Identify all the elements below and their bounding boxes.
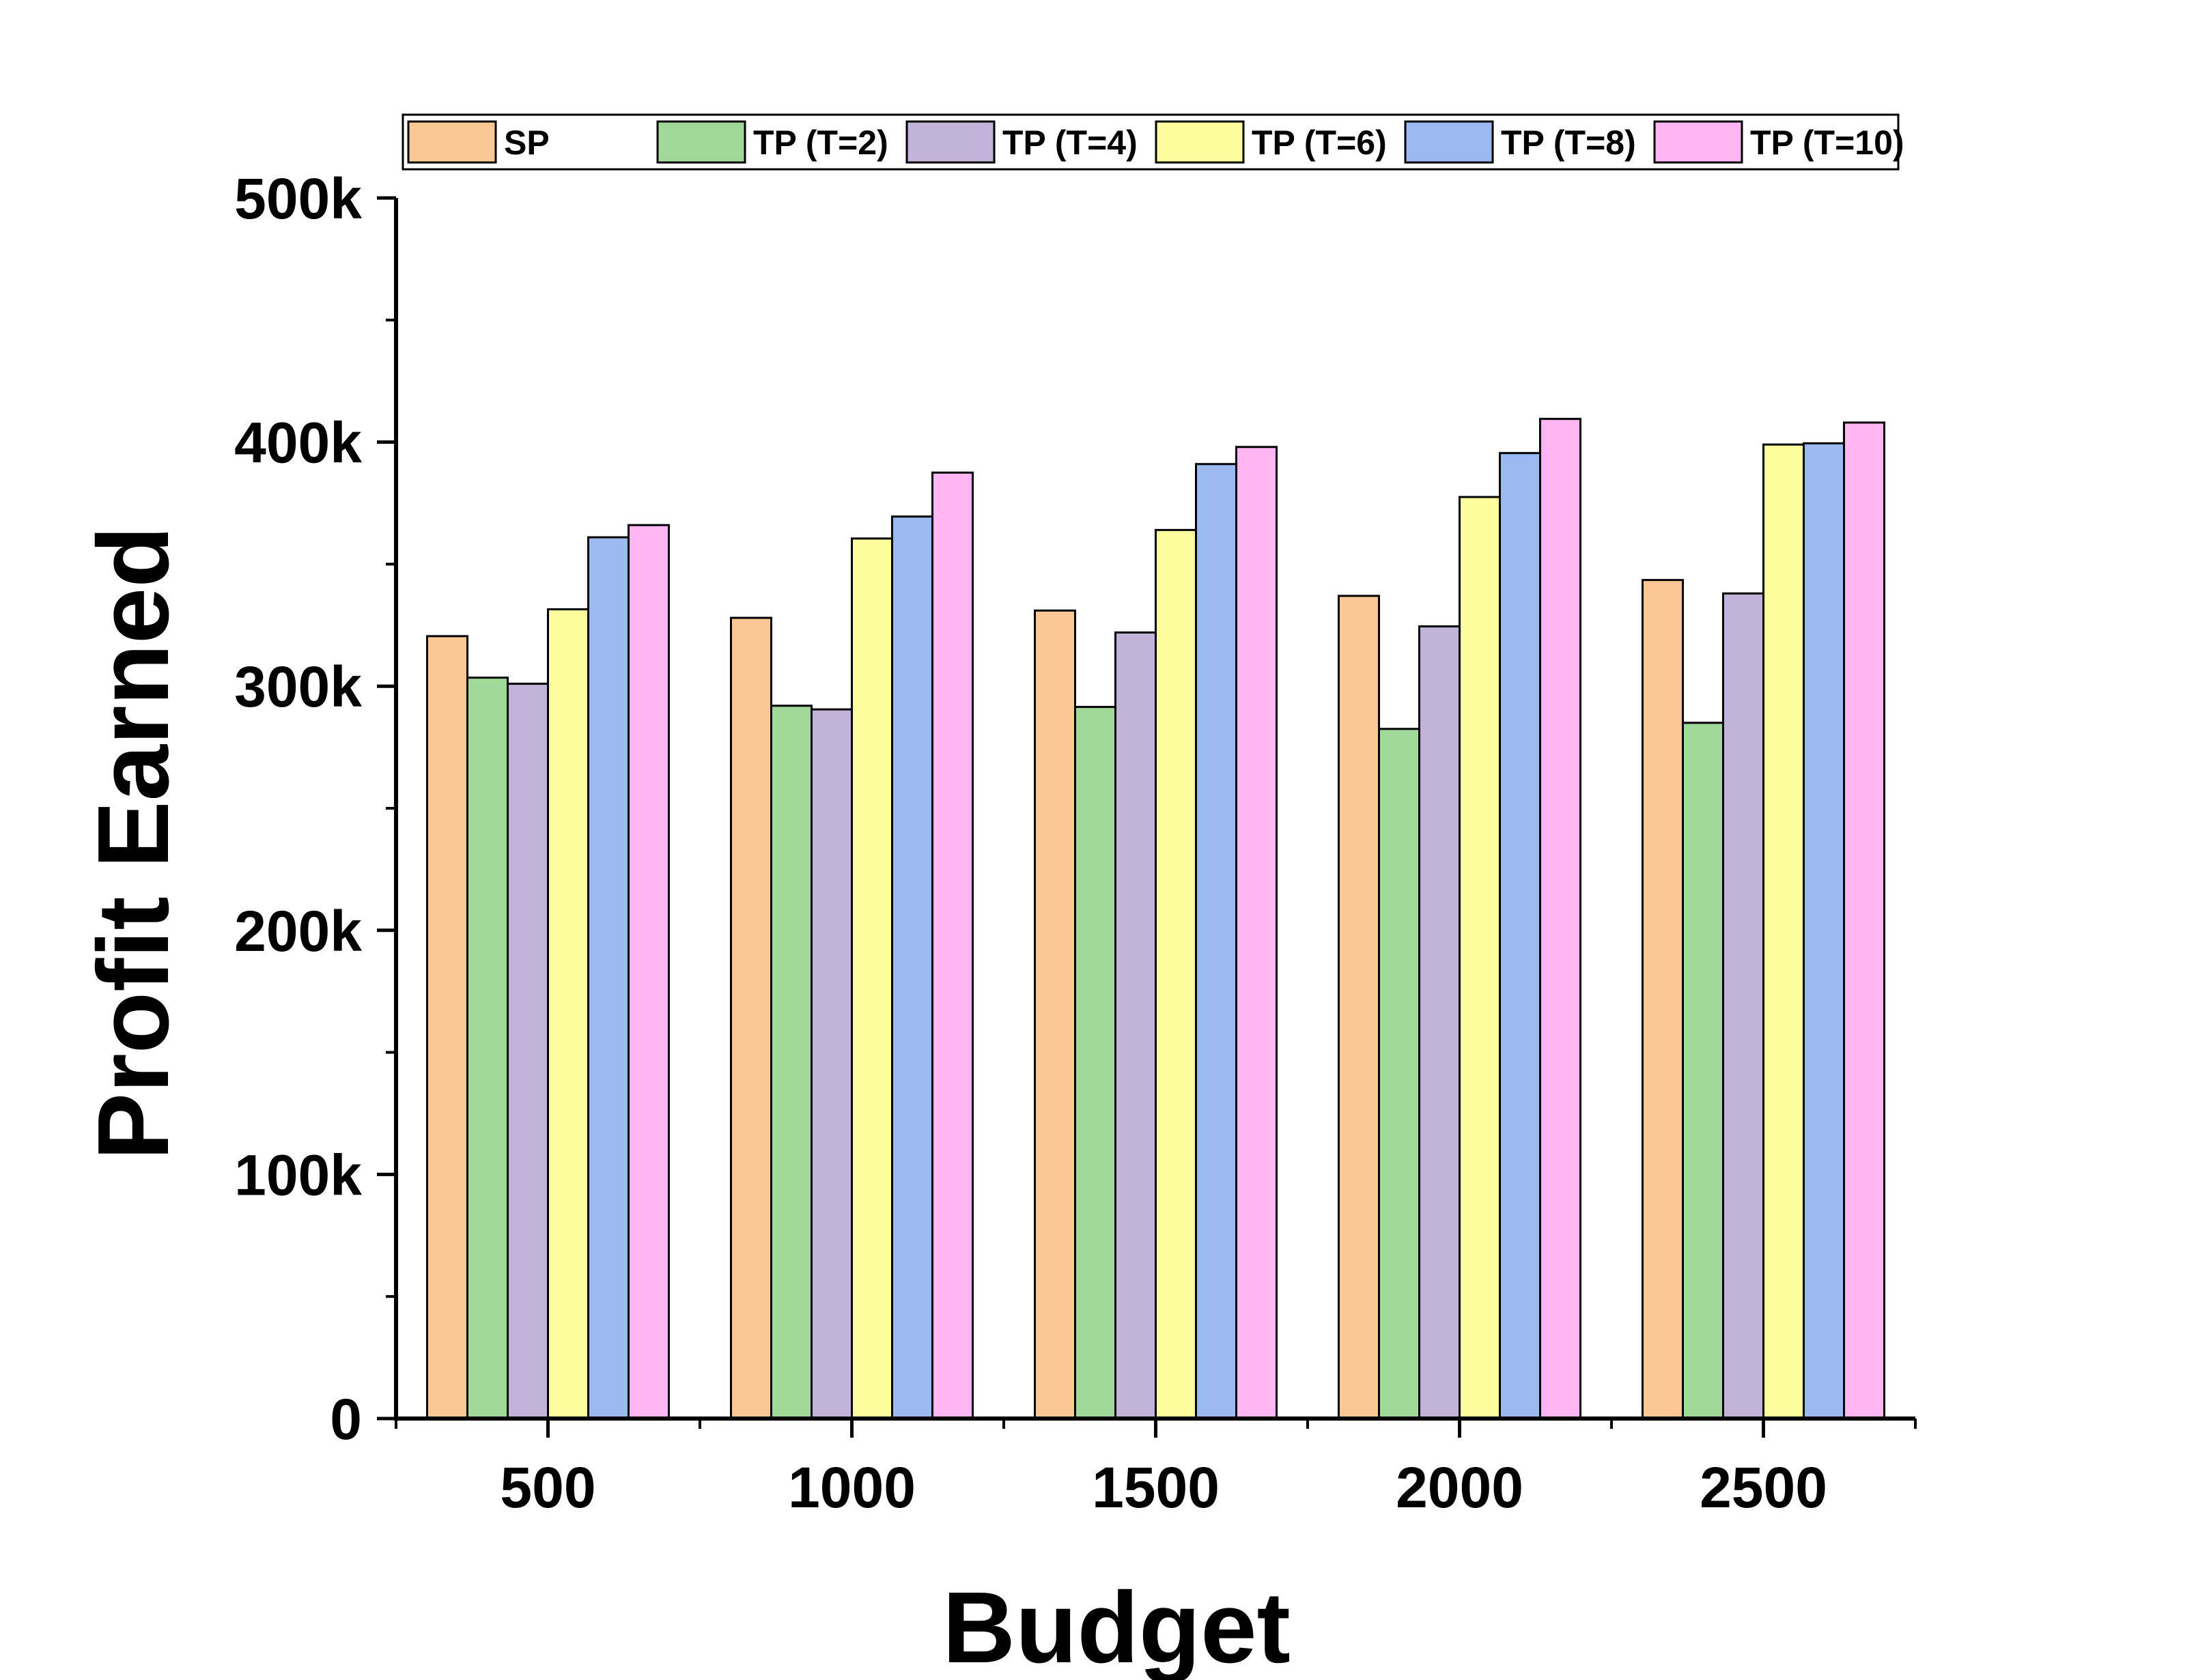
bar-tp-t-2-1000 [770, 704, 813, 1420]
legend: SP TP (T=2) TP (T=4) TP (T=6) TP (T=8) TP (T=… [402, 113, 1904, 171]
bar-tp-t-2-500 [466, 677, 509, 1420]
bars [426, 418, 1885, 1420]
y-tick-label: 400k [234, 411, 362, 475]
bar-tp-t-10-500 [628, 524, 670, 1420]
bar-tp-t-2-2000 [1378, 728, 1420, 1420]
legend-swatch [905, 120, 996, 164]
legend-swatch [407, 120, 497, 164]
bar-tp-t-6-1500 [1155, 528, 1197, 1420]
bar-tp-t-8-500 [587, 536, 630, 1420]
legend-swatch [1404, 120, 1494, 164]
legend-label: TP (T=6) [1252, 124, 1387, 162]
legend-label: TP (T=2) [753, 124, 888, 162]
bar-tp-t-10-1000 [931, 471, 974, 1420]
y-tick-label: 200k [234, 899, 362, 963]
bar-tp-t-4-500 [507, 683, 549, 1420]
bar-tp-t-4-2500 [1722, 592, 1764, 1420]
x-tick-label: 500 [500, 1455, 595, 1520]
bar-tp-t-2-1500 [1074, 706, 1116, 1420]
bar-tp-t-6-500 [547, 608, 589, 1420]
bar-sp-2000 [1338, 595, 1380, 1420]
bar-tp-t-6-2500 [1762, 443, 1805, 1420]
y-tick-label: 100k [234, 1143, 362, 1207]
bar-sp-1500 [1034, 609, 1076, 1420]
x-tick-label: 2000 [1396, 1455, 1523, 1520]
bar-tp-t-8-2500 [1803, 442, 1845, 1420]
bar-tp-t-4-1500 [1114, 631, 1157, 1420]
legend-swatch [1155, 120, 1245, 164]
axes: 0 100k 200k 300k 400k 500k 500 1000 1500 2000 2500 [234, 167, 1917, 1520]
bar-sp-500 [426, 635, 468, 1420]
bar-tp-t-6-2000 [1459, 496, 1501, 1420]
y-axis-title: Profit Earned [77, 526, 190, 1160]
bar-tp-t-4-1000 [811, 708, 853, 1420]
bar-tp-t-4-2000 [1418, 625, 1461, 1420]
legend-label: TP (T=4) [1002, 124, 1138, 162]
x-tick-label: 1500 [1092, 1455, 1220, 1520]
x-axis-title: Budget [942, 1571, 1291, 1680]
legend-swatch [1653, 120, 1743, 164]
bar-tp-t-8-1500 [1195, 463, 1237, 1420]
legend-box [402, 113, 1900, 171]
x-tick-label: 1000 [788, 1455, 916, 1520]
y-tick-label: 0 [330, 1387, 362, 1451]
legend-swatch [656, 120, 746, 164]
bar-tp-t-10-2000 [1539, 418, 1581, 1420]
legend-label: TP (T=10) [1750, 124, 1904, 162]
bar-tp-t-10-2500 [1843, 421, 1885, 1420]
bar-tp-t-8-2000 [1499, 452, 1541, 1420]
bar-tp-t-6-1000 [851, 537, 893, 1420]
legend-label: TP (T=8) [1501, 124, 1636, 162]
bar-sp-1000 [730, 616, 772, 1420]
bar-sp-2500 [1642, 579, 1684, 1420]
bar-tp-t-10-1500 [1235, 446, 1278, 1420]
x-tick-label: 2500 [1700, 1455, 1827, 1520]
legend-label: SP [504, 124, 550, 162]
bar-tp-t-8-1000 [891, 515, 933, 1420]
y-tick-label: 300k [234, 655, 362, 719]
y-tick-label: 500k [234, 167, 362, 231]
bar-tp-t-2-2500 [1682, 722, 1724, 1420]
